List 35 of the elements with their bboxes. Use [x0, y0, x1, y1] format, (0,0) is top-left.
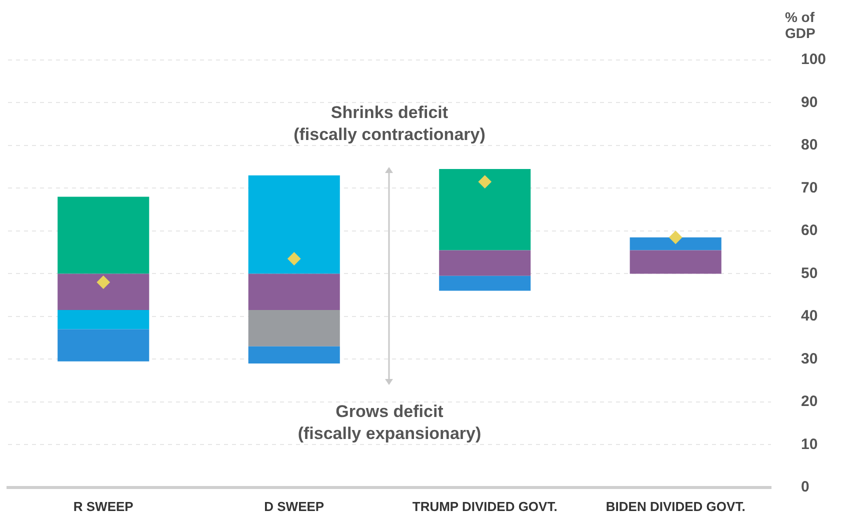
y-tick-label: 60	[800, 222, 818, 240]
y-axis-title: % of GDP	[784, 9, 816, 41]
bar	[439, 250, 531, 276]
y-tick-label: 70	[800, 179, 818, 196]
x-tick-label: D SWEEP	[264, 498, 324, 514]
bar	[630, 237, 722, 250]
point	[478, 175, 492, 188]
y-tick-label: 80	[800, 136, 818, 154]
bar	[439, 168, 531, 250]
bar	[248, 346, 340, 364]
y-tick-label: 40	[800, 308, 818, 325]
x-tick-label: BIDEN DIVIDED GOVT.	[606, 498, 746, 514]
y-tick-label: 90	[800, 94, 818, 111]
bar	[58, 196, 150, 274]
bar	[58, 274, 150, 310]
bar	[248, 310, 340, 346]
bar	[248, 175, 340, 274]
x-tick-label: R SWEEP	[73, 498, 134, 514]
point	[288, 252, 301, 266]
bar	[630, 250, 722, 274]
y-tick-label: 50	[800, 264, 818, 282]
bar	[248, 274, 340, 310]
bar	[58, 329, 150, 362]
y-tick-label: 20	[800, 393, 818, 410]
x-tick-label: TRUMP DIVIDED GOVT.	[412, 498, 558, 514]
annotation: Grows deficit (fiscally expansionary)	[298, 402, 482, 443]
annotation: Shrinks deficit (fiscally contractionary)	[294, 102, 486, 144]
point	[96, 276, 110, 289]
bar	[58, 310, 150, 330]
y-tick-label: 0	[800, 478, 810, 496]
y-tick-label: 10	[800, 436, 818, 453]
point	[669, 230, 682, 244]
bar	[439, 276, 531, 291]
y-tick-label: 30	[800, 350, 818, 368]
y-tick-label: 100	[800, 51, 826, 68]
